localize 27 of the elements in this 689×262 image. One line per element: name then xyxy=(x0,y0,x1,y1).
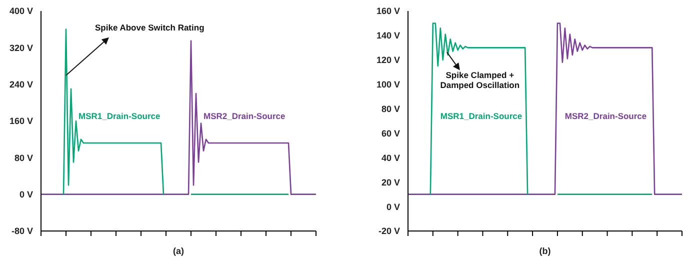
series-label: MSR1_Drain-Source xyxy=(440,110,522,121)
line-series xyxy=(407,22,683,195)
y-tick-label: 240 V xyxy=(9,80,33,90)
y-tick-label: 0 V xyxy=(19,190,33,200)
y-tick-label: 160 V xyxy=(9,116,33,126)
y-tick-label: 400 V xyxy=(9,6,33,16)
y-tick-label: 160 V xyxy=(376,6,400,16)
series-label: MSR1_Drain-Source xyxy=(78,110,160,121)
line-series xyxy=(40,40,317,195)
x-axis-title: (b) xyxy=(539,246,551,256)
y-tick-label: 100 V xyxy=(376,80,400,90)
y-tick-label: 80 V xyxy=(14,152,33,163)
y-tick-label: 0 V xyxy=(386,202,400,212)
y-tick-label: 60 V xyxy=(381,128,400,138)
y-tick-label: -20 V xyxy=(378,226,400,236)
series-label: MSR2_Drain-Source xyxy=(564,110,647,121)
y-tick-label: 80 V xyxy=(381,104,400,114)
y-tick-label: 320 V xyxy=(9,42,33,53)
y-tick-label: 20 V xyxy=(381,177,400,188)
y-tick-label: -80 V xyxy=(11,226,33,236)
annotation: Spike Above Switch Rating xyxy=(95,22,204,32)
x-axis-title: (a) xyxy=(173,246,184,256)
y-tick-label: 140 V xyxy=(376,30,400,41)
y-tick-label: 120 V xyxy=(376,55,400,66)
annotation: Spike Clamped + Damped Oscillation xyxy=(440,70,520,90)
series-label: MSR2_Drain-Source xyxy=(204,110,286,121)
y-tick-label: 40 V xyxy=(381,152,400,163)
